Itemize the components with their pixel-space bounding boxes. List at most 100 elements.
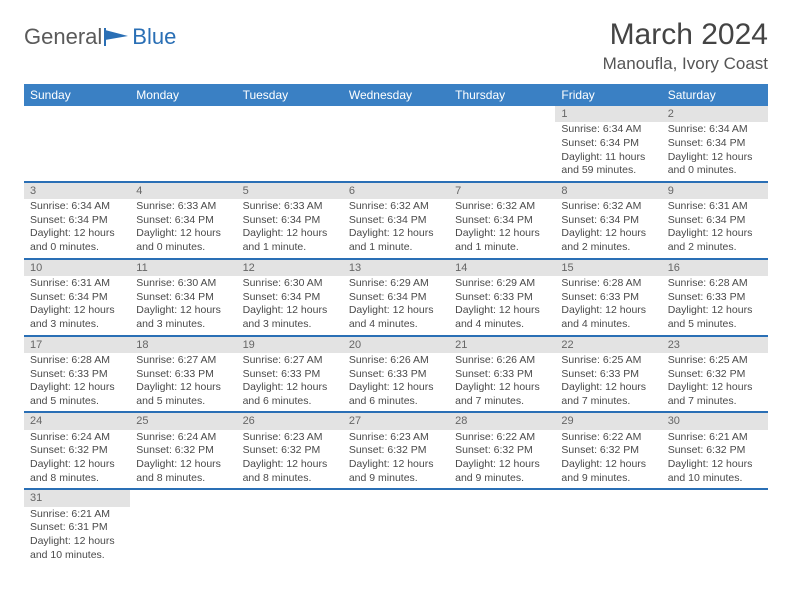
location: Manoufla, Ivory Coast xyxy=(603,54,768,74)
day-info-line: Sunrise: 6:34 AM xyxy=(668,123,762,137)
day-number xyxy=(237,489,343,506)
day-info-row: Sunrise: 6:21 AMSunset: 6:31 PMDaylight:… xyxy=(24,507,768,566)
day-info-line: and 10 minutes. xyxy=(668,472,762,486)
day-info-line: and 3 minutes. xyxy=(243,318,337,332)
day-cell: Sunrise: 6:34 AMSunset: 6:34 PMDaylight:… xyxy=(24,199,130,259)
day-number-row: 31 xyxy=(24,489,768,506)
day-cell: Sunrise: 6:23 AMSunset: 6:32 PMDaylight:… xyxy=(237,430,343,490)
day-number: 16 xyxy=(662,259,768,276)
day-info-line: and 1 minute. xyxy=(455,241,549,255)
day-info-line: Sunrise: 6:34 AM xyxy=(30,200,124,214)
day-info-line: Sunset: 6:34 PM xyxy=(668,214,762,228)
day-number: 29 xyxy=(555,412,661,429)
day-number-row: 12 xyxy=(24,106,768,122)
day-info-line: Sunset: 6:34 PM xyxy=(243,291,337,305)
day-info-line: and 6 minutes. xyxy=(243,395,337,409)
title-block: March 2024 Manoufla, Ivory Coast xyxy=(603,18,768,74)
day-info-line: Sunrise: 6:32 AM xyxy=(455,200,549,214)
header: General Blue March 2024 Manoufla, Ivory … xyxy=(24,18,768,74)
day-info-line: and 5 minutes. xyxy=(668,318,762,332)
day-number: 5 xyxy=(237,182,343,199)
day-info-line: Sunset: 6:34 PM xyxy=(668,137,762,151)
day-info-line: Sunrise: 6:26 AM xyxy=(455,354,549,368)
day-info-line: and 2 minutes. xyxy=(668,241,762,255)
day-info-line: Sunset: 6:32 PM xyxy=(668,368,762,382)
day-info-line: Sunset: 6:34 PM xyxy=(349,291,443,305)
weekday-header: Monday xyxy=(130,84,236,106)
day-cell: Sunrise: 6:34 AMSunset: 6:34 PMDaylight:… xyxy=(662,122,768,182)
day-info-line: Sunset: 6:33 PM xyxy=(668,291,762,305)
day-info-line: Sunset: 6:33 PM xyxy=(455,291,549,305)
day-info-line: Daylight: 12 hours xyxy=(455,381,549,395)
day-info-line: and 0 minutes. xyxy=(30,241,124,255)
day-number: 9 xyxy=(662,182,768,199)
day-cell xyxy=(449,507,555,566)
day-number: 4 xyxy=(130,182,236,199)
day-info-line: Sunrise: 6:27 AM xyxy=(243,354,337,368)
day-info-line: and 7 minutes. xyxy=(455,395,549,409)
day-cell xyxy=(130,507,236,566)
day-cell: Sunrise: 6:28 AMSunset: 6:33 PMDaylight:… xyxy=(662,276,768,336)
day-info-line: Sunset: 6:34 PM xyxy=(243,214,337,228)
day-number-row: 10111213141516 xyxy=(24,259,768,276)
day-info-line: Sunrise: 6:24 AM xyxy=(136,431,230,445)
day-info-line: and 1 minute. xyxy=(349,241,443,255)
day-info-line: and 7 minutes. xyxy=(668,395,762,409)
day-info-line: Sunrise: 6:28 AM xyxy=(30,354,124,368)
weekday-header: Wednesday xyxy=(343,84,449,106)
day-info-line: Sunrise: 6:28 AM xyxy=(561,277,655,291)
day-info-line: Sunrise: 6:22 AM xyxy=(455,431,549,445)
day-info-line: Daylight: 12 hours xyxy=(561,227,655,241)
calendar-table: Sunday Monday Tuesday Wednesday Thursday… xyxy=(24,84,768,565)
day-info-line: Sunrise: 6:31 AM xyxy=(30,277,124,291)
day-info-line: Sunrise: 6:30 AM xyxy=(136,277,230,291)
day-cell: Sunrise: 6:26 AMSunset: 6:33 PMDaylight:… xyxy=(449,353,555,413)
day-cell: Sunrise: 6:22 AMSunset: 6:32 PMDaylight:… xyxy=(449,430,555,490)
flag-icon xyxy=(104,28,130,46)
day-number: 18 xyxy=(130,336,236,353)
day-number: 27 xyxy=(343,412,449,429)
day-info-line: Sunset: 6:32 PM xyxy=(668,444,762,458)
day-cell xyxy=(24,122,130,182)
day-number: 26 xyxy=(237,412,343,429)
day-info-line: Daylight: 12 hours xyxy=(668,227,762,241)
day-cell xyxy=(237,122,343,182)
day-number xyxy=(24,106,130,122)
day-info-line: Sunset: 6:33 PM xyxy=(136,368,230,382)
day-info-line: Daylight: 12 hours xyxy=(136,227,230,241)
day-number: 12 xyxy=(237,259,343,276)
day-cell: Sunrise: 6:28 AMSunset: 6:33 PMDaylight:… xyxy=(555,276,661,336)
day-number: 7 xyxy=(449,182,555,199)
day-number: 11 xyxy=(130,259,236,276)
day-info-line: Daylight: 12 hours xyxy=(136,381,230,395)
day-info-line: Daylight: 12 hours xyxy=(136,304,230,318)
day-info-line: Sunset: 6:32 PM xyxy=(243,444,337,458)
weekday-header: Saturday xyxy=(662,84,768,106)
day-number xyxy=(555,489,661,506)
day-number: 22 xyxy=(555,336,661,353)
day-info-line: Daylight: 12 hours xyxy=(668,151,762,165)
day-info-line: and 8 minutes. xyxy=(243,472,337,486)
day-info-line: Sunset: 6:32 PM xyxy=(349,444,443,458)
day-info-line: Daylight: 12 hours xyxy=(349,458,443,472)
day-info-line: Sunrise: 6:25 AM xyxy=(561,354,655,368)
day-info-line: Sunset: 6:34 PM xyxy=(561,137,655,151)
day-info-line: Daylight: 12 hours xyxy=(243,304,337,318)
day-number-row: 24252627282930 xyxy=(24,412,768,429)
day-number: 30 xyxy=(662,412,768,429)
day-info-line: and 9 minutes. xyxy=(455,472,549,486)
day-cell: Sunrise: 6:25 AMSunset: 6:32 PMDaylight:… xyxy=(662,353,768,413)
day-info-line: Sunrise: 6:25 AM xyxy=(668,354,762,368)
day-info-line: Sunset: 6:34 PM xyxy=(136,214,230,228)
day-number: 21 xyxy=(449,336,555,353)
day-info-line: Sunrise: 6:23 AM xyxy=(243,431,337,445)
day-info-line: Daylight: 12 hours xyxy=(30,227,124,241)
day-number: 28 xyxy=(449,412,555,429)
day-info-line: Daylight: 12 hours xyxy=(561,381,655,395)
day-cell xyxy=(343,507,449,566)
day-cell: Sunrise: 6:29 AMSunset: 6:34 PMDaylight:… xyxy=(343,276,449,336)
day-info-row: Sunrise: 6:28 AMSunset: 6:33 PMDaylight:… xyxy=(24,353,768,413)
day-number: 24 xyxy=(24,412,130,429)
weekday-header: Sunday xyxy=(24,84,130,106)
day-cell: Sunrise: 6:28 AMSunset: 6:33 PMDaylight:… xyxy=(24,353,130,413)
